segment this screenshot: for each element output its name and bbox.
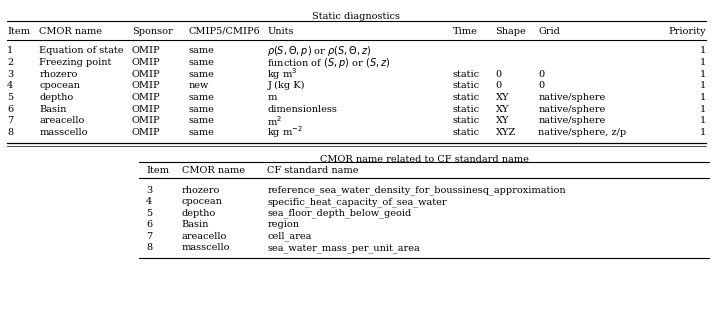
Text: CMIP5/CMIP6: CMIP5/CMIP6 bbox=[189, 27, 261, 36]
Text: kg m$^{-2}$: kg m$^{-2}$ bbox=[267, 124, 303, 140]
Text: sea_water_mass_per_unit_area: sea_water_mass_per_unit_area bbox=[267, 243, 420, 253]
Text: Basin: Basin bbox=[39, 105, 66, 114]
Text: same: same bbox=[189, 46, 215, 56]
Text: reference_sea_water_density_for_boussinesq_approximation: reference_sea_water_density_for_boussine… bbox=[267, 185, 566, 195]
Text: CF standard name: CF standard name bbox=[267, 166, 359, 175]
Text: 5: 5 bbox=[7, 92, 14, 102]
Text: $\rho(S, \Theta, p)$ or $\rho(S, \Theta, z)$: $\rho(S, \Theta, p)$ or $\rho(S, \Theta,… bbox=[267, 44, 372, 58]
Text: Equation of state: Equation of state bbox=[39, 46, 124, 56]
Text: CMOR name: CMOR name bbox=[182, 166, 245, 175]
Text: 1: 1 bbox=[699, 81, 706, 90]
Text: 8: 8 bbox=[146, 243, 153, 252]
Text: Priority: Priority bbox=[668, 27, 706, 36]
Text: static: static bbox=[453, 81, 480, 90]
Text: native/sphere: native/sphere bbox=[538, 92, 605, 102]
Text: cpocean: cpocean bbox=[182, 197, 222, 206]
Text: Item: Item bbox=[146, 166, 169, 175]
Text: sea_floor_depth_below_geoid: sea_floor_depth_below_geoid bbox=[267, 208, 411, 218]
Text: static: static bbox=[453, 69, 480, 79]
Text: static: static bbox=[453, 128, 480, 137]
Text: 6: 6 bbox=[7, 105, 14, 114]
Text: CMOR name: CMOR name bbox=[39, 27, 102, 36]
Text: 1: 1 bbox=[699, 105, 706, 114]
Text: static: static bbox=[453, 92, 480, 102]
Text: J (kg K): J (kg K) bbox=[267, 81, 305, 90]
Text: 4: 4 bbox=[7, 81, 14, 90]
Text: 2: 2 bbox=[7, 58, 14, 67]
Text: CMOR name related to CF standard name: CMOR name related to CF standard name bbox=[320, 155, 528, 164]
Text: same: same bbox=[189, 58, 215, 67]
Text: static: static bbox=[453, 105, 480, 114]
Text: 0: 0 bbox=[538, 69, 545, 79]
Text: 0: 0 bbox=[496, 69, 502, 79]
Text: 1: 1 bbox=[699, 92, 706, 102]
Text: region: region bbox=[267, 220, 299, 229]
Text: same: same bbox=[189, 92, 215, 102]
Text: OMIP: OMIP bbox=[132, 92, 160, 102]
Text: XYZ: XYZ bbox=[496, 128, 516, 137]
Text: Grid: Grid bbox=[538, 27, 560, 36]
Text: deptho: deptho bbox=[39, 92, 73, 102]
Text: 0: 0 bbox=[538, 81, 545, 90]
Text: cell_area: cell_area bbox=[267, 231, 312, 241]
Text: m$^{2}$: m$^{2}$ bbox=[267, 114, 282, 128]
Text: 1: 1 bbox=[7, 46, 14, 56]
Text: native/sphere, z/p: native/sphere, z/p bbox=[538, 128, 627, 137]
Text: OMIP: OMIP bbox=[132, 105, 160, 114]
Text: 1: 1 bbox=[699, 58, 706, 67]
Text: XY: XY bbox=[496, 92, 509, 102]
Text: OMIP: OMIP bbox=[132, 69, 160, 79]
Text: function of $(S, p)$ or $(S, z)$: function of $(S, p)$ or $(S, z)$ bbox=[267, 56, 391, 69]
Text: XY: XY bbox=[496, 116, 509, 125]
Text: OMIP: OMIP bbox=[132, 116, 160, 125]
Text: Basin: Basin bbox=[182, 220, 209, 229]
Text: 3: 3 bbox=[146, 186, 153, 195]
Text: m: m bbox=[267, 92, 277, 102]
Text: 7: 7 bbox=[7, 116, 14, 125]
Text: rhozero: rhozero bbox=[39, 69, 78, 79]
Text: 7: 7 bbox=[146, 232, 153, 241]
Text: 6: 6 bbox=[146, 220, 153, 229]
Text: native/sphere: native/sphere bbox=[538, 116, 605, 125]
Text: OMIP: OMIP bbox=[132, 81, 160, 90]
Text: native/sphere: native/sphere bbox=[538, 105, 605, 114]
Text: same: same bbox=[189, 69, 215, 79]
Text: areacello: areacello bbox=[39, 116, 85, 125]
Text: 1: 1 bbox=[699, 69, 706, 79]
Text: 3: 3 bbox=[7, 69, 14, 79]
Text: 4: 4 bbox=[146, 197, 153, 206]
Text: new: new bbox=[189, 81, 210, 90]
Text: Time: Time bbox=[453, 27, 478, 36]
Text: deptho: deptho bbox=[182, 209, 216, 218]
Text: same: same bbox=[189, 128, 215, 137]
Text: 8: 8 bbox=[7, 128, 14, 137]
Text: Shape: Shape bbox=[496, 27, 526, 36]
Text: rhozero: rhozero bbox=[182, 186, 220, 195]
Text: Sponsor: Sponsor bbox=[132, 27, 173, 36]
Text: Units: Units bbox=[267, 27, 294, 36]
Text: 0: 0 bbox=[496, 81, 502, 90]
Text: 5: 5 bbox=[146, 209, 153, 218]
Text: 1: 1 bbox=[699, 116, 706, 125]
Text: dimensionless: dimensionless bbox=[267, 105, 337, 114]
Text: XY: XY bbox=[496, 105, 509, 114]
Text: Item: Item bbox=[7, 27, 30, 36]
Text: masscello: masscello bbox=[182, 243, 230, 252]
Text: OMIP: OMIP bbox=[132, 46, 160, 56]
Text: static: static bbox=[453, 116, 480, 125]
Text: specific_heat_capacity_of_sea_water: specific_heat_capacity_of_sea_water bbox=[267, 197, 447, 207]
Text: Static diagnostics: Static diagnostics bbox=[312, 12, 401, 20]
Text: 1: 1 bbox=[699, 128, 706, 137]
Text: OMIP: OMIP bbox=[132, 128, 160, 137]
Text: OMIP: OMIP bbox=[132, 58, 160, 67]
Text: masscello: masscello bbox=[39, 128, 88, 137]
Text: same: same bbox=[189, 116, 215, 125]
Text: same: same bbox=[189, 105, 215, 114]
Text: cpocean: cpocean bbox=[39, 81, 80, 90]
Text: 1: 1 bbox=[699, 46, 706, 56]
Text: Freezing point: Freezing point bbox=[39, 58, 112, 67]
Text: areacello: areacello bbox=[182, 232, 227, 241]
Text: kg m$^{3}$: kg m$^{3}$ bbox=[267, 66, 298, 82]
